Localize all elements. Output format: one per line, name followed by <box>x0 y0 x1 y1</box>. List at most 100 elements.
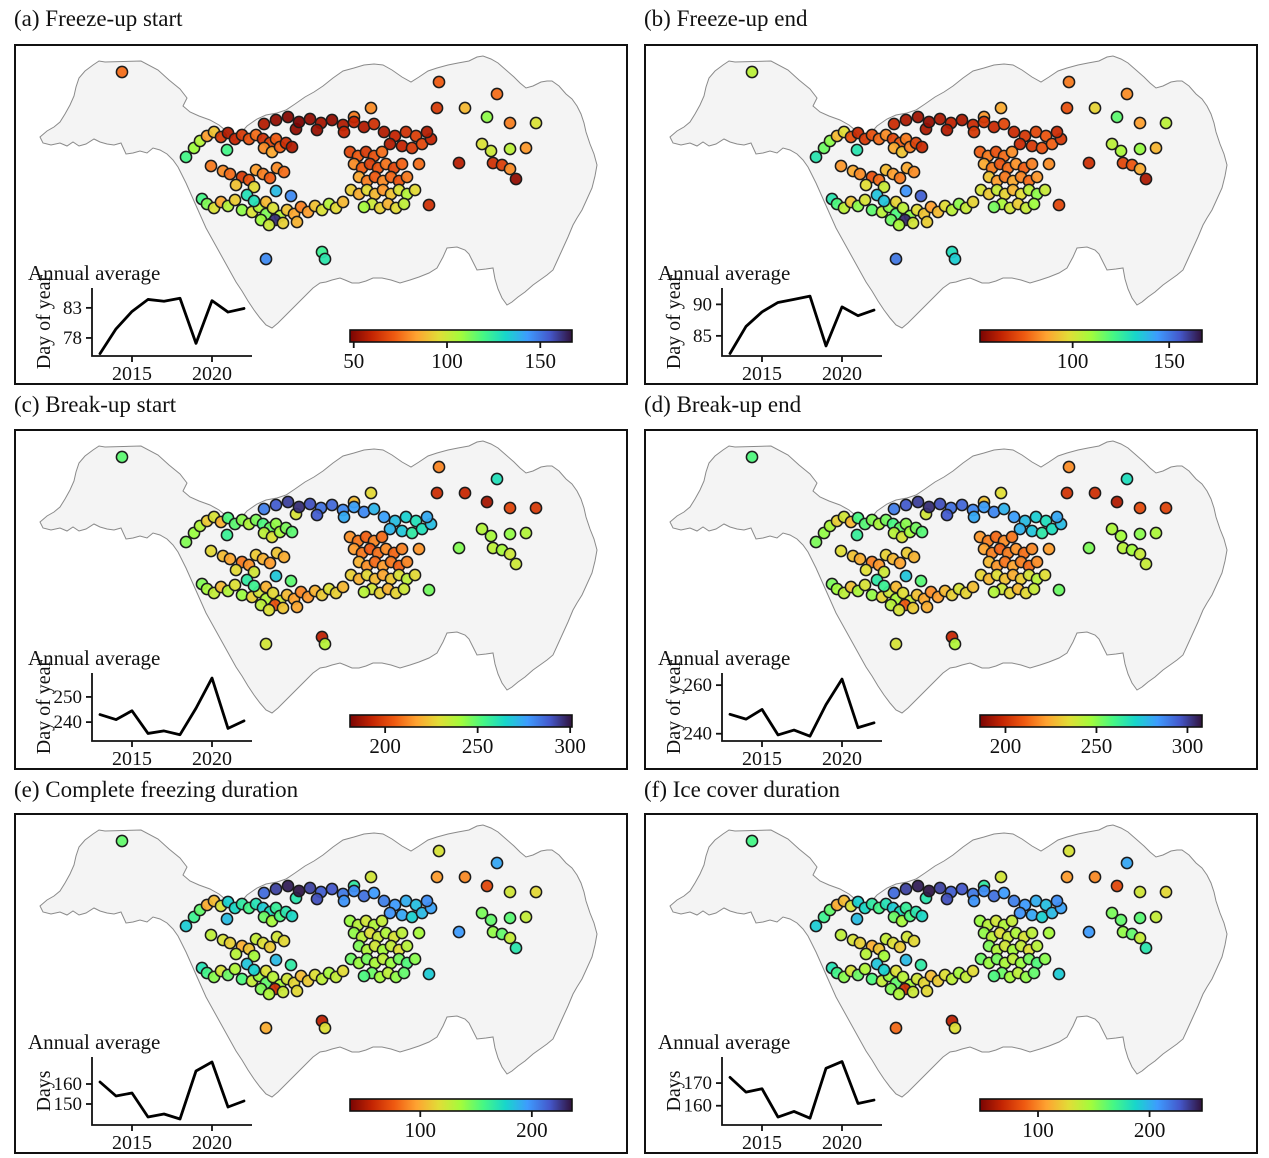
lake-point <box>1050 125 1064 139</box>
inset-title: Annual average <box>28 646 160 670</box>
inset-ylabel: Days <box>33 1070 55 1111</box>
lake-point <box>229 178 243 192</box>
inset-ylabel: Days <box>663 1070 685 1111</box>
lake-point <box>247 180 261 194</box>
lake-point <box>422 198 436 212</box>
lake-point <box>1060 870 1074 884</box>
inset-line <box>728 677 876 738</box>
lake-point <box>383 522 397 536</box>
lake-point <box>458 486 472 500</box>
inset-xtick-label: 2020 <box>822 748 862 770</box>
lake-point <box>745 65 759 79</box>
lake-point <box>269 882 283 896</box>
lake-point <box>228 962 242 976</box>
lake-point <box>422 967 436 981</box>
lake-point <box>336 195 350 209</box>
colorbar-tick-label: 150 <box>1153 349 1185 373</box>
inset-axes <box>91 1057 252 1126</box>
lake-point <box>1038 568 1052 582</box>
colorbar-tick-label: 250 <box>462 734 494 758</box>
lake-point <box>858 578 872 592</box>
lake-point <box>1088 486 1102 500</box>
lake-point <box>310 123 324 137</box>
lake-point <box>859 178 873 192</box>
inset-ylabel: Day of year <box>33 659 55 754</box>
lake-point <box>1013 906 1027 920</box>
lake-point <box>1042 926 1056 940</box>
inset-title: Annual average <box>28 1030 160 1054</box>
colorbar-tick-label: 200 <box>369 734 401 758</box>
lake-point <box>907 550 921 564</box>
lake-point <box>475 522 489 536</box>
inset-axes <box>91 673 252 742</box>
lake-point <box>1042 542 1056 556</box>
lake-point <box>503 142 517 156</box>
inset-line <box>728 294 876 355</box>
inset-line <box>98 676 246 737</box>
lake-point <box>877 565 891 579</box>
colorbar-tick-label: 200 <box>1134 1118 1166 1142</box>
lake-point <box>809 535 823 549</box>
lake-point <box>1139 557 1153 571</box>
lake-point <box>257 117 271 131</box>
lake-point <box>303 881 317 895</box>
lake-point <box>266 586 280 600</box>
lake-point <box>490 472 504 486</box>
lake-point <box>276 601 290 615</box>
lake-point <box>967 510 981 524</box>
lake-point <box>503 885 517 899</box>
lake-point <box>519 910 533 924</box>
lake-point <box>1133 931 1147 945</box>
lake-point <box>1149 526 1163 540</box>
lake-point <box>967 125 981 139</box>
lake-point <box>408 183 422 197</box>
lake-point <box>1120 856 1134 870</box>
lake-point <box>1114 144 1128 158</box>
lake-point <box>933 497 947 511</box>
lake-point <box>1042 157 1056 171</box>
lake-point <box>284 574 298 588</box>
lake-point <box>337 894 351 908</box>
panel-map-c: Annual average Day of year 240 250 2015 2020 2… <box>14 429 628 770</box>
inset-xtick-label: 2020 <box>192 748 232 770</box>
lake-point <box>408 952 422 966</box>
lake-point <box>859 947 873 961</box>
lake-point <box>364 101 378 115</box>
lake-point <box>509 172 523 186</box>
inset-xtick-label: 2015 <box>112 363 152 385</box>
lake-point <box>529 501 543 515</box>
lake-point <box>204 159 218 173</box>
lake-point <box>395 926 409 940</box>
lake-point <box>375 530 389 544</box>
lake-point <box>229 947 243 961</box>
lake-point <box>1030 939 1044 953</box>
lake-point <box>269 184 283 198</box>
lake-point <box>292 500 306 514</box>
lake-point <box>865 588 879 602</box>
lake-point <box>896 586 910 600</box>
lake-point <box>893 171 907 185</box>
lake-point <box>529 885 543 899</box>
lake-point <box>914 189 928 203</box>
lake-point <box>1030 555 1044 569</box>
lake-point <box>397 197 411 211</box>
lake-point <box>1105 137 1119 151</box>
lake-point <box>1133 142 1147 156</box>
lake-point <box>204 544 218 558</box>
lake-point <box>858 962 872 976</box>
lake-point <box>259 1021 273 1035</box>
colorbar <box>979 714 1203 728</box>
lake-point <box>967 894 981 908</box>
lake-point <box>1105 906 1119 920</box>
lake-point <box>432 844 446 858</box>
lake-point <box>480 495 494 509</box>
lake-point <box>940 508 954 522</box>
lake-point <box>115 65 129 79</box>
lake-point <box>892 603 906 617</box>
lake-point <box>915 140 929 154</box>
lake-point <box>1105 522 1119 536</box>
lake-point <box>865 972 879 986</box>
lake-point <box>1133 527 1147 541</box>
lake-point <box>235 203 249 217</box>
panel-border <box>644 44 1258 385</box>
